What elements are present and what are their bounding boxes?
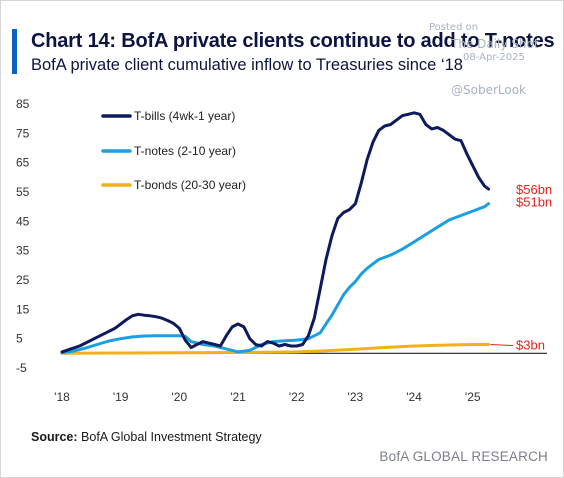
y-tick-label: 5 [16, 332, 23, 346]
x-tick-label: '20 [172, 390, 188, 404]
y-tick-label: 85 [16, 97, 30, 111]
x-tick-label: '19 [113, 390, 129, 404]
y-tick-label: 45 [16, 214, 30, 228]
x-tick-label: '23 [348, 390, 364, 404]
x-tick-label: '25 [465, 390, 481, 404]
end-value-label: $51bn [516, 195, 552, 210]
series-line-t-notes [60, 202, 491, 355]
y-tick-label: 35 [16, 244, 30, 258]
x-tick-label: '18 [54, 390, 70, 404]
watermark-site: The Daily Shot [451, 37, 539, 51]
x-tick-label: '22 [289, 390, 305, 404]
chart-subtitle: BofA private client cumulative inflow to… [31, 56, 463, 74]
end-value-label: $56bn [516, 182, 552, 197]
legend-label: T-bonds (20-30 year) [134, 178, 246, 192]
y-tick-label: 75 [16, 126, 30, 140]
footer-brand: BofA GLOBAL RESEARCH [379, 449, 548, 464]
y-tick-label: 25 [16, 273, 30, 287]
title-accent-bar [12, 29, 17, 74]
watermark-posted: Posted on [429, 22, 479, 33]
series-line-t-bonds [60, 343, 491, 355]
end-value-label: $3bn [516, 338, 545, 353]
x-tick-label: '24 [406, 390, 422, 404]
watermark-handle: @SoberLook [451, 83, 526, 97]
source-text: BofA Global Investment Strategy [81, 430, 262, 444]
legend-label: T-notes (2-10 year) [134, 144, 236, 158]
series-line-t-bills [60, 111, 491, 354]
source-label: Source: [31, 430, 78, 444]
x-tick-label: '21 [230, 390, 246, 404]
source-note: Source: BofA Global Investment Strategy [31, 430, 262, 444]
y-tick-label: -5 [16, 361, 27, 375]
legend-label: T-bills (4wk-1 year) [134, 109, 235, 123]
y-tick-label: 15 [16, 302, 30, 316]
y-tick-label: 55 [16, 185, 30, 199]
watermark-date: 08-Apr-2025 [463, 52, 525, 63]
chart-title: Chart 14: BofA private clients continue … [31, 30, 555, 52]
y-tick-label: 65 [16, 156, 30, 170]
end-label-leader [490, 344, 514, 347]
